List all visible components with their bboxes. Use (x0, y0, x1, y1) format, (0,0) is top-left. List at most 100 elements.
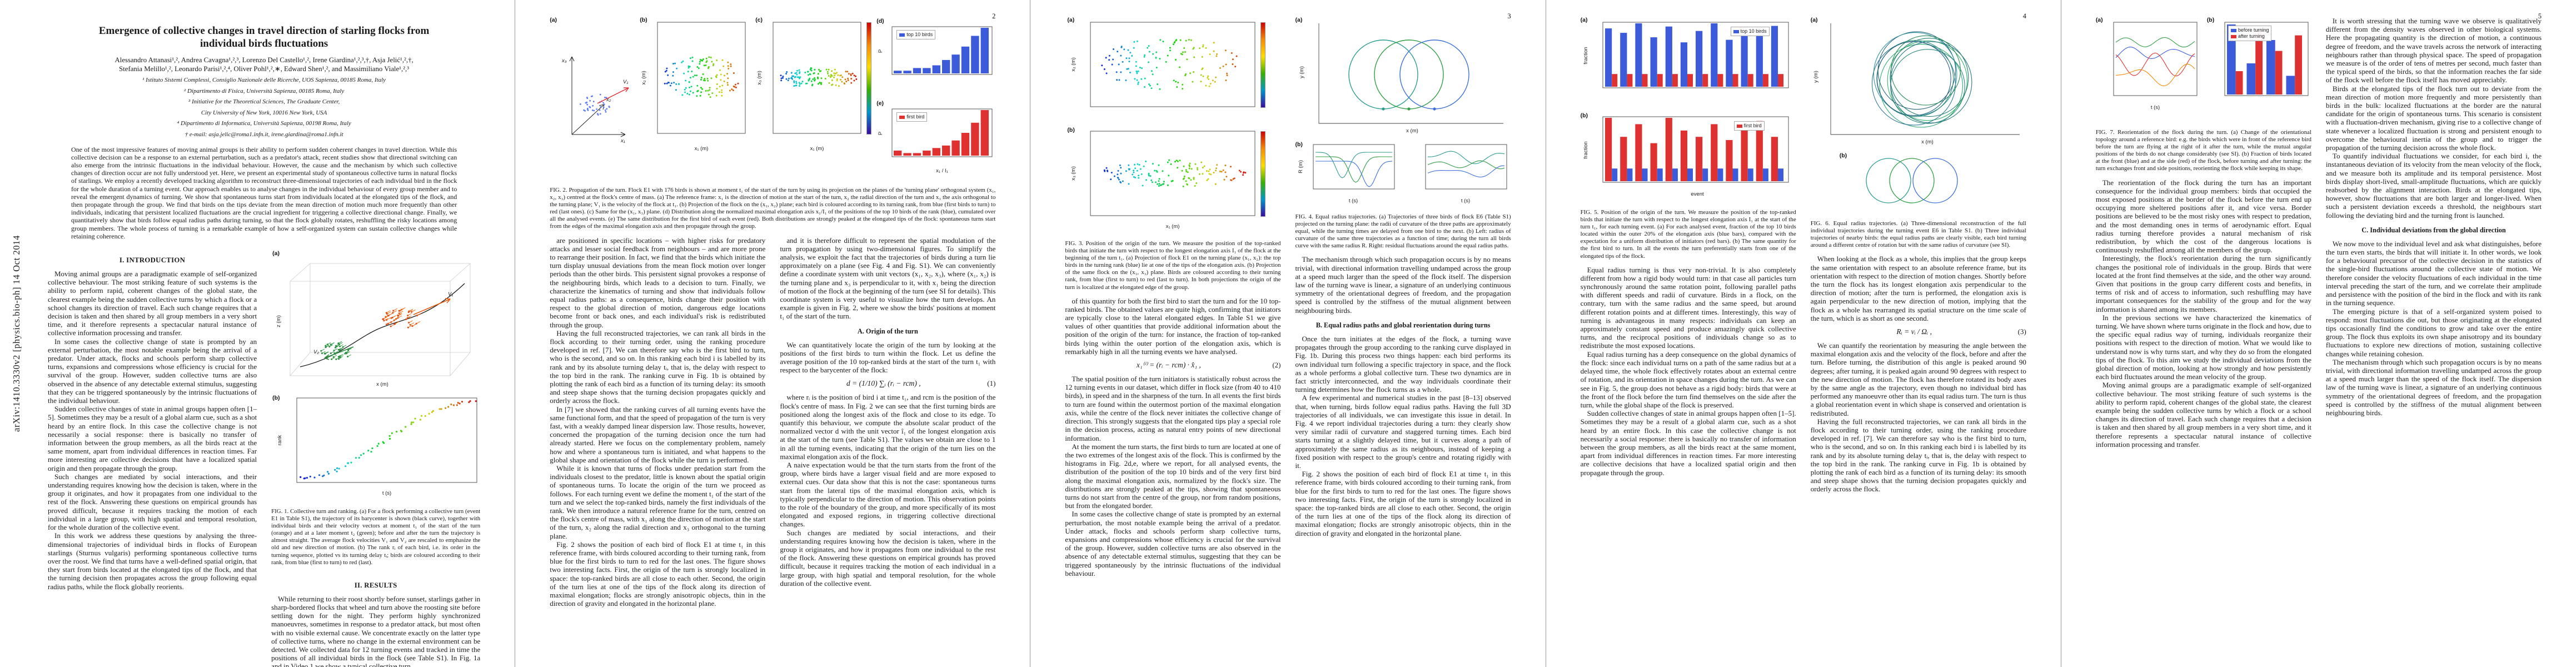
rank-colorbar (1260, 22, 1266, 108)
fig5-panel-a-top10-per-event: fraction (1583, 22, 1789, 88)
paragraph: When looking at the flock as a whole, th… (1810, 255, 2026, 322)
svg-text:z (m): z (m) (276, 315, 282, 327)
paragraph: Having the full reconstructed trajectori… (1810, 417, 2026, 494)
paragraph: Fig. 2 shows the position of each bird o… (550, 540, 766, 608)
svg-text:V₁: V₁ (448, 291, 453, 297)
svg-text:x₁: x₁ (620, 138, 625, 144)
paragraph: are positioned in specific locations – w… (550, 236, 766, 329)
panel-label-c: (c) (755, 17, 763, 23)
paragraph: It is worth stressing that the turning w… (2325, 17, 2542, 84)
affiliation: ² Dipartimento di Fisica, Università Sap… (183, 87, 345, 94)
text-block: We can quantify the reorientation by mea… (1811, 341, 2026, 494)
figure-6: x (m) y (m) (a) (b) FIG. 6. Equal r (1811, 17, 2026, 249)
page-2: 2 x₁ x₃ (515, 0, 1030, 667)
paragraph: At the moment the turn starts, the first… (1065, 442, 1281, 510)
authors-line-1: Alessandro Attanasi¹,², Andrea Cavagna¹,… (114, 56, 413, 64)
page1-left-column: I. INTRODUCTION Moving animal groups are… (48, 249, 257, 667)
svg-text:rank: rank (277, 435, 283, 446)
paragraph: To quantify individual fluctuations we c… (2325, 152, 2542, 220)
svg-text:t (s): t (s) (1348, 198, 1357, 204)
fig4-caption: FIG. 4. Equal radius trajectories. (a) T… (1295, 213, 1511, 250)
paragraph: We now move to the individual level and … (2325, 239, 2542, 307)
subsection-equal-radius: B. Equal radius paths and global reorien… (1316, 321, 1491, 329)
panel-label-b: (b) (1067, 127, 1075, 133)
fig6-panel-b-equal-radius (1866, 158, 1958, 203)
affiliation: City University of New York, 10016 New Y… (201, 109, 327, 116)
rank-colorbar (1260, 131, 1266, 217)
firstbird-fraction-bars (1605, 118, 1783, 181)
figure-5: fraction event fraction top 10 birds (1581, 17, 1796, 260)
top10-fraction-bars (1605, 23, 1783, 87)
panel-label-a: (a) (550, 17, 557, 23)
fig3-panel-b-projection: x₁ (m) x₃ (m) (1070, 131, 1255, 230)
fig4-panel-a-equal-radius-circles: x (m) y (m) (1299, 23, 1503, 134)
fig2-panel-d-top10-histogram: P (878, 26, 993, 75)
fig1-panel-b-ranking-plot: t (s) rank (277, 397, 477, 496)
svg-text:V₁: V₁ (623, 79, 628, 85)
page3-right-column: x (m) y (m) t (s) R (m) (1296, 17, 1511, 578)
paragraph: Having the full reconstructed trajectori… (550, 328, 766, 405)
fig6-panel-a-3d-trajectories: x (m) y (m) (1813, 23, 2020, 145)
text-block: Moving animal groups are a paradigmatic … (48, 270, 257, 591)
svg-text:P: P (878, 132, 884, 135)
affiliation: ¹ Istituto Sistemi Complessi, Consiglio … (142, 77, 386, 83)
before-after-bars (2226, 24, 2302, 94)
paragraph: While it is known that turns of flocks u… (550, 464, 766, 540)
svg-text:t (s): t (s) (1461, 198, 1469, 204)
rank-colored-scatter (1101, 39, 1238, 90)
svg-text:x₁ (m): x₁ (m) (810, 146, 824, 152)
flock-at-t1-scatter (382, 307, 421, 328)
paragraph: Moving animal groups are a paradigmatic … (48, 270, 257, 337)
page5-left-column: t (s) before turning after turning (a) (2096, 17, 2311, 449)
fluctuation-curves (1427, 151, 1504, 178)
panel-label-b: (b) (1580, 112, 1588, 119)
page3-left-column: x₂ (m) x₁ (m) x₃ (m) (a) (b) (1065, 17, 1280, 578)
text-block: The reorientation of the flock during th… (2096, 178, 2311, 449)
svg-text:x₂ (m): x₂ (m) (1070, 57, 1077, 71)
rank-colored-scatter (1104, 159, 1247, 187)
rank-colorbar (866, 22, 872, 135)
paragraph: Interestingly, the flock's reorientation… (2095, 254, 2311, 313)
text-block: We can quantitatively locate the origin … (780, 341, 995, 375)
text-block: We now move to the individual level and … (2326, 240, 2542, 417)
figure-3: x₂ (m) x₁ (m) x₃ (m) (a) (b) (1065, 17, 1280, 291)
page-number: 5 (2538, 12, 2542, 20)
panel-label-a: (a) (1810, 17, 1818, 23)
fig2-panel-e-firstbird-histogram: x₁ / I₁ P (878, 108, 993, 174)
text-block: When looking at the flock as a whole, th… (1811, 255, 2026, 322)
text-block: of this quantity for both the first bird… (1065, 297, 1280, 356)
velocity-arrow-v1 (597, 87, 629, 104)
page2-left-column: are positioned in specific locations – w… (550, 236, 765, 608)
ranking-curve-dots (300, 400, 477, 480)
legend-before-after: before turning after turning (2228, 26, 2272, 41)
equation-2: x₁⁽ⁱ⁾ = (rᵢ − rcm) · x̂₁ , (2) (1136, 361, 1281, 370)
paragraph: While returning to their roost shortly b… (271, 594, 481, 667)
page-1: arXiv:1410.3330v2 [physics.bio-ph] 14 Oc… (0, 0, 515, 667)
affiliation: ⁴ Dipartimento di Informatica, Universit… (177, 120, 351, 127)
page5-right-column: It is worth stressing that the turning w… (2326, 17, 2542, 449)
svg-text:x (m): x (m) (376, 381, 388, 387)
orientation-curves (2115, 37, 2195, 86)
text-block: The spatial position of the turn initiat… (1065, 375, 1280, 578)
section-introduction: I. INTRODUCTION (119, 256, 186, 264)
paragraph: Equal radius turning is thus very non-tr… (1580, 265, 1796, 350)
text-block: Equal radius turning is thus very non-tr… (1581, 266, 1796, 477)
svg-text:P: P (878, 49, 884, 53)
affiliation: † e-mail: asja.jelic@roma1.infn.it, iren… (185, 131, 343, 138)
fig4-panel-b-radius-vs-time: t (s) R (m) (1298, 144, 1394, 204)
paragraph: Sudden collective changes of state in an… (48, 405, 257, 472)
paragraph: where rᵢ is the position of bird i at ti… (780, 393, 996, 461)
paragraph: Such changes are mediated by social inte… (48, 472, 257, 532)
fig2-panel-b-projection-x1x2: x₁ (m) x₂ (m) (641, 22, 746, 152)
fig5-panel-b-firstbird-per-event: event fraction (1583, 116, 1789, 197)
rank-colored-scatter (780, 67, 858, 87)
panel-label-a: (a) (272, 250, 280, 257)
paragraph: In [7] we showed that the ranking curves… (550, 405, 766, 464)
paragraph: and it is therefore difficult to represe… (780, 236, 996, 321)
authors-line-2: Stefania Melillo¹,², Leonardo Parisi¹,²,… (119, 65, 410, 73)
flock-blob-scatter (580, 93, 611, 116)
trajectory-loops (1871, 31, 1972, 128)
fig4-panel-b2-fluctuations: t (s) (1425, 144, 1507, 204)
legend-top10: top 10 birds (896, 30, 936, 39)
